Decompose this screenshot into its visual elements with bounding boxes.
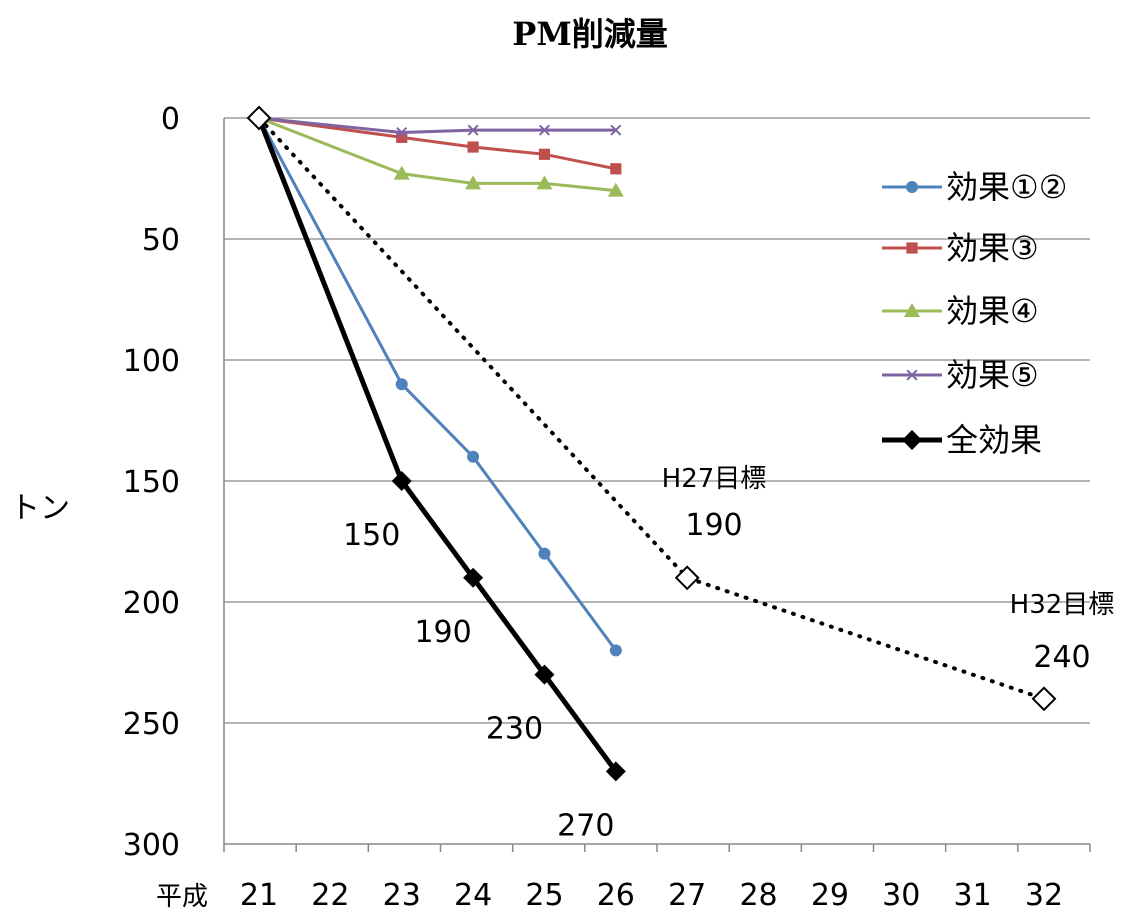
- data-point: [467, 124, 479, 136]
- data-point: [396, 131, 408, 143]
- y-axis-label: トン: [10, 491, 70, 526]
- legend-marker: [902, 430, 922, 450]
- data-labels: 150 190 230 270 H27目標 190 H32目標 240: [343, 464, 1114, 843]
- x-tick-label: 31: [954, 878, 992, 913]
- target-label: H27目標: [662, 464, 767, 494]
- y-tick-label: 150: [123, 465, 180, 500]
- data-point: [610, 163, 622, 175]
- series-line: [257, 117, 618, 652]
- x-tick-label: 25: [525, 878, 563, 913]
- data-point: [538, 148, 551, 160]
- legend-label: 効果⑤: [946, 356, 1039, 394]
- data-point: [396, 127, 408, 139]
- target-label: H32目標: [1010, 590, 1115, 620]
- x-axis-prefix: 平成: [156, 882, 208, 912]
- data-point: [538, 124, 550, 136]
- legend-marker: [904, 303, 920, 317]
- x-tick-label: 24: [454, 878, 492, 913]
- data-point: [607, 182, 624, 197]
- y-tick-label: 250: [123, 707, 180, 742]
- legend-marker: [906, 181, 918, 193]
- legend-label: 効果①②: [946, 168, 1067, 206]
- data-point: [538, 547, 551, 560]
- y-tick-label: 50: [142, 223, 180, 258]
- data-point: [605, 761, 626, 782]
- grid-lines: [224, 117, 1090, 724]
- x-axis: 21 22 23 24 25 26 27 28 29 30 31 32: [223, 118, 1091, 913]
- x-tick-label: 28: [739, 878, 777, 913]
- data-point: [536, 175, 553, 190]
- series-group: [256, 116, 626, 782]
- target-value: 190: [685, 508, 742, 543]
- legend: 効果①② 効果③ 効果④ 効果⑤ 全効果: [882, 168, 1067, 459]
- data-point: [609, 644, 622, 657]
- data-point: [393, 165, 410, 180]
- data-label: 150: [343, 518, 400, 553]
- y-tick-label: 0: [161, 102, 180, 137]
- y-axis-ticks: 0 50 100 150 200 250 300: [123, 102, 180, 863]
- target-series: [257, 116, 1046, 701]
- legend-marker: [906, 369, 918, 381]
- x-tick-label: 23: [383, 878, 421, 913]
- legend-label: 効果④: [946, 292, 1039, 330]
- chart-title: PM削減量: [512, 15, 668, 53]
- x-tick-label: 22: [311, 878, 349, 913]
- x-tick-label: 27: [668, 878, 706, 913]
- data-point: [463, 567, 484, 588]
- legend-label: 全効果: [946, 421, 1042, 459]
- data-point: [467, 141, 479, 153]
- data-label: 230: [486, 712, 543, 747]
- x-tick-label: 30: [882, 878, 920, 913]
- data-point: [534, 664, 555, 685]
- legend-marker: [906, 242, 918, 254]
- target-point: [1031, 686, 1057, 712]
- y-tick-label: 200: [123, 586, 180, 621]
- data-label: 190: [414, 615, 471, 650]
- x-tick-label: 29: [811, 878, 849, 913]
- series-line: [258, 116, 617, 171]
- data-point: [610, 124, 622, 136]
- data-point: [467, 450, 480, 463]
- data-point: [395, 378, 408, 391]
- target-line: [257, 116, 1046, 701]
- target-value: 240: [1033, 640, 1090, 675]
- legend-label: 効果③: [946, 229, 1039, 267]
- target-point: [246, 105, 272, 131]
- x-tick-label: 26: [597, 878, 635, 913]
- target-point: [674, 565, 700, 591]
- x-tick-label: 21: [240, 878, 278, 913]
- x-tick-label: 32: [1025, 878, 1063, 913]
- data-point: [465, 175, 482, 190]
- data-label: 270: [557, 808, 614, 843]
- y-tick-label: 100: [123, 344, 180, 379]
- y-tick-label: 300: [123, 828, 180, 863]
- data-point: [391, 471, 412, 491]
